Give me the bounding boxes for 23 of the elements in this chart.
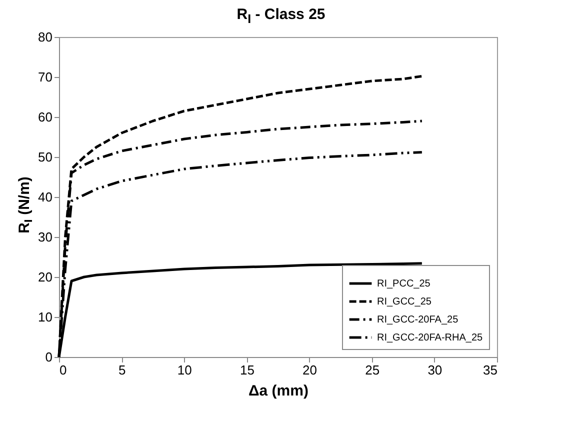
y-tick-label: 20 — [38, 270, 52, 284]
x-tick-label: 20 — [302, 362, 318, 378]
x-tick-label: 35 — [483, 362, 498, 378]
x-axis-title: Δa (mm) — [248, 382, 308, 400]
x-tick-label: 10 — [177, 362, 192, 378]
y-tick-label: 80 — [38, 30, 52, 44]
y-tick-label: 60 — [38, 110, 52, 124]
legend-label: RI_PCC_25 — [377, 278, 431, 290]
legend-label: RI_GCC-20FA_25 — [377, 314, 459, 326]
y-tick-label: 40 — [38, 190, 52, 204]
legend-label: RI_GCC-20FA-RHA_25 — [377, 332, 484, 344]
y-tick-label: 30 — [38, 230, 52, 244]
legend-label: RI_GCC_25 — [377, 296, 432, 308]
x-tick-label: 25 — [365, 362, 380, 378]
y-tick-label: 50 — [38, 150, 52, 164]
y-tick-label: 0 — [45, 350, 52, 364]
x-tick-label: 30 — [428, 362, 442, 378]
x-tick-label: 0 — [60, 362, 67, 378]
chart-title: R$_{I}$ - Class 25 — [236, 6, 326, 26]
x-tick-label: 5 — [118, 362, 126, 378]
y-tick-label: 10 — [38, 310, 52, 324]
y-tick-label: 70 — [38, 70, 52, 84]
x-tick-label: 15 — [240, 362, 254, 378]
